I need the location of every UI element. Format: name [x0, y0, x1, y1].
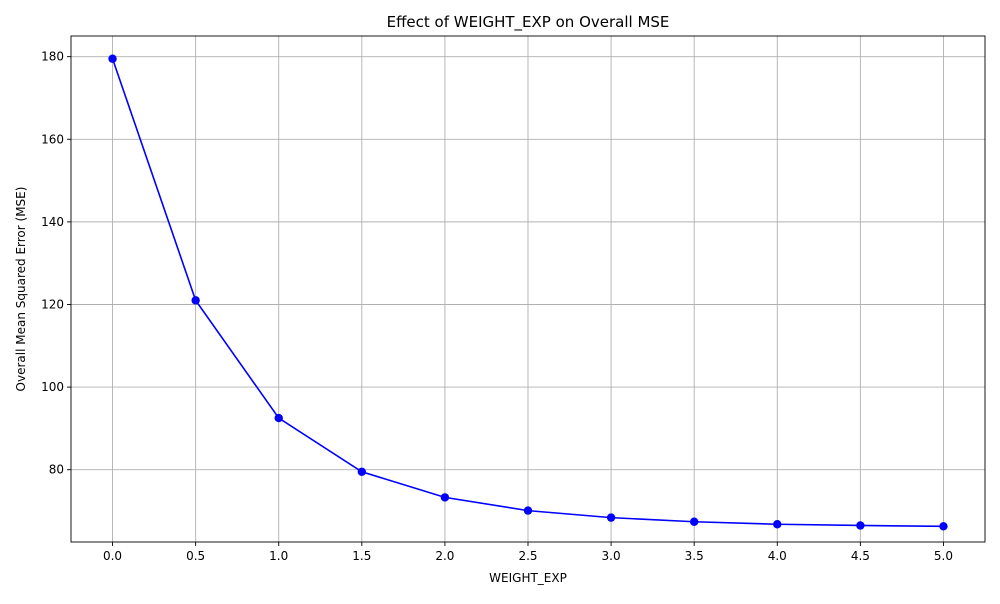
- y-axis-label: Overall Mean Squared Error (MSE): [14, 187, 28, 392]
- ticks: 0.0 0.5 1.0 1.5 2.0 2.5 3.0 3.5 4.0 4.5 5.0 80 100 12…: [41, 50, 953, 563]
- x-tick-label: 1.0: [269, 549, 288, 563]
- x-tick-label: 4.5: [851, 549, 870, 563]
- chart-title: Effect of WEIGHT_EXP on Overall MSE: [387, 13, 670, 32]
- data-point: [191, 296, 200, 305]
- data-point: [357, 467, 367, 476]
- y-tick-label: 180: [41, 50, 64, 64]
- y-tick-label: 100: [41, 380, 64, 394]
- data-point: [440, 493, 450, 502]
- x-tick-label: 2.0: [435, 549, 454, 563]
- x-axis-label: WEIGHT_EXP: [489, 571, 567, 585]
- data-point: [689, 517, 699, 526]
- series-layer: [108, 54, 948, 531]
- x-tick-label: 3.0: [602, 549, 621, 563]
- y-tick-label: 120: [41, 297, 64, 311]
- x-tick-label: 3.5: [685, 549, 704, 563]
- data-point: [108, 54, 117, 63]
- x-tick-label: 2.5: [518, 549, 537, 563]
- y-tick-label: 160: [41, 132, 64, 146]
- data-point: [773, 520, 782, 529]
- y-tick-label: 140: [41, 215, 64, 229]
- grid: [71, 36, 985, 542]
- x-tick-label: 4.0: [768, 549, 787, 563]
- data-point: [274, 413, 283, 423]
- x-tick-label: 0.5: [186, 549, 205, 563]
- data-point: [856, 521, 865, 530]
- x-tick-label: 5.0: [934, 549, 953, 563]
- data-point: [606, 513, 616, 522]
- x-tick-label: 0.0: [103, 549, 122, 563]
- data-point: [523, 506, 533, 515]
- x-tick-label: 1.5: [352, 549, 371, 563]
- data-point: [939, 522, 948, 531]
- y-tick-label: 80: [49, 463, 64, 477]
